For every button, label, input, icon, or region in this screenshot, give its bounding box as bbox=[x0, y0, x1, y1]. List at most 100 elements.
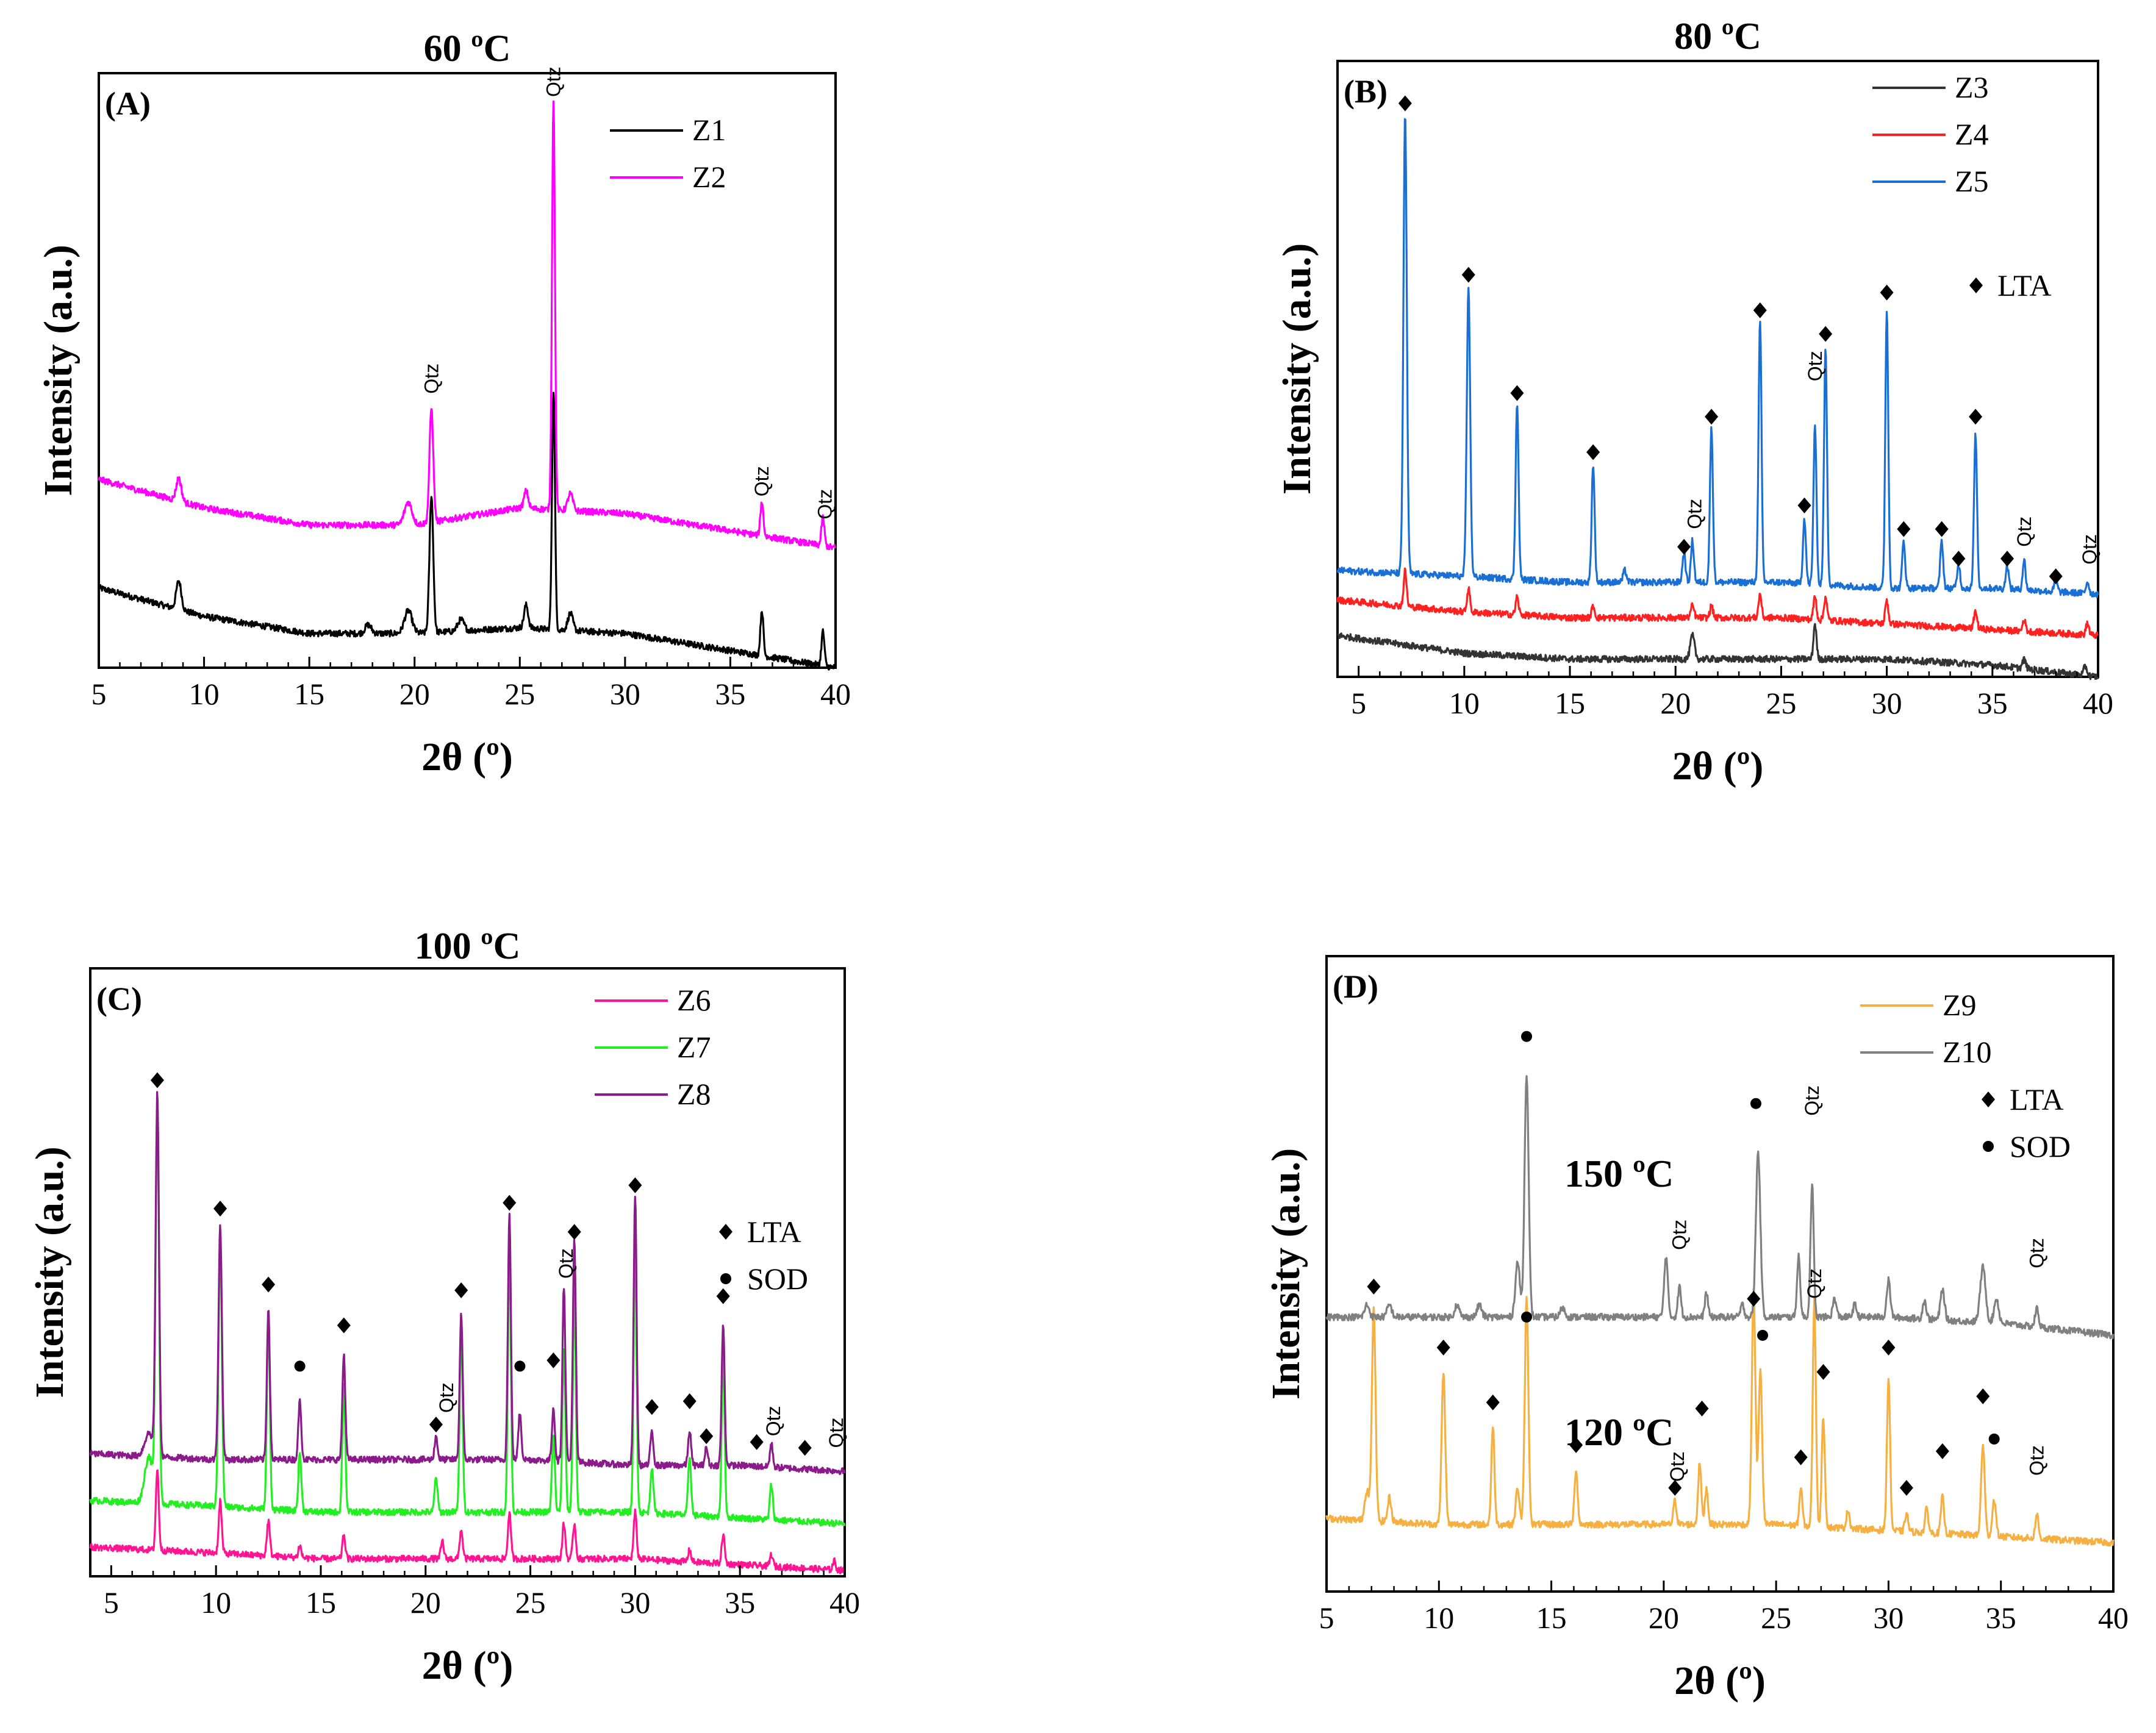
x-tick-label: 30 bbox=[610, 677, 640, 711]
plot-frame bbox=[89, 967, 846, 1578]
x-tick-label: 15 bbox=[294, 677, 324, 711]
lta-marker bbox=[1677, 538, 1691, 555]
x-tick-label: 10 bbox=[201, 1585, 231, 1620]
series-line-Z4 bbox=[1336, 567, 2099, 639]
x-tick-label: 5 bbox=[1351, 686, 1366, 720]
legend-lta-icon bbox=[1982, 1092, 1995, 1107]
x-tick-label: 25 bbox=[1761, 1601, 1791, 1635]
legend-sod-icon bbox=[720, 1273, 731, 1284]
qtz-label: Qtz bbox=[1666, 1451, 1688, 1482]
series-line-Z6 bbox=[89, 1469, 846, 1574]
y-axis-label: Intensity (a.u.) bbox=[1275, 243, 1319, 495]
lta-marker bbox=[1668, 1479, 1682, 1496]
panel-C: 5 10 15 20 25 30 35 40 2θ (º) Intensity (a.u.) 100… bbox=[27, 926, 860, 1688]
lta-marker bbox=[682, 1393, 697, 1409]
lta-marker bbox=[1753, 302, 1767, 318]
lta-marker bbox=[1510, 385, 1524, 401]
panel-B: 5 10 15 20 25 30 35 40 2θ (º) Intensity (a.u.) 80 … bbox=[1275, 16, 2113, 788]
series-line-Z1 bbox=[98, 391, 836, 671]
x-tick-label: 15 bbox=[1536, 1601, 1567, 1635]
legend-label-Z10: Z10 bbox=[1943, 1035, 1992, 1069]
y-axis-label: Intensity (a.u.) bbox=[36, 245, 81, 496]
legend-label-LTA: LTA bbox=[2010, 1082, 2064, 1117]
chart-title: 60 ºC bbox=[424, 28, 511, 70]
qtz-label: Qtz bbox=[1801, 1085, 1823, 1116]
qtz-label: Qtz bbox=[543, 66, 565, 97]
y-axis-label: Intensity (a.u.) bbox=[1264, 1148, 1308, 1400]
x-tick-label: 10 bbox=[189, 677, 220, 711]
plot-frame bbox=[98, 72, 837, 669]
qtz-label: Qtz bbox=[555, 1248, 577, 1279]
x-axis-label: 2θ (º) bbox=[422, 1643, 514, 1688]
lta-marker bbox=[1976, 1388, 1990, 1404]
lta-marker bbox=[1897, 521, 1911, 537]
x-axis-label: 2θ (º) bbox=[1672, 744, 1764, 788]
series-line-Z3 bbox=[1337, 623, 2099, 681]
panel-label: (B) bbox=[1344, 73, 1388, 110]
x-tick-label: 40 bbox=[829, 1585, 860, 1620]
legend-label-Z1: Z1 bbox=[692, 113, 726, 147]
panel-A: 5 10 15 20 25 30 35 40 2θ (º) Intensity (a.u.) 60 … bbox=[36, 28, 851, 779]
legend-label-Z3: Z3 bbox=[1955, 70, 1989, 104]
legend-label-LTA: LTA bbox=[747, 1215, 801, 1249]
lta-marker bbox=[798, 1440, 812, 1456]
x-tick-label: 20 bbox=[399, 677, 430, 711]
lta-marker bbox=[503, 1195, 517, 1211]
lta-marker bbox=[1436, 1339, 1450, 1356]
lta-marker bbox=[1797, 497, 1811, 513]
x-tick-label: 40 bbox=[820, 677, 851, 711]
lta-marker bbox=[454, 1282, 468, 1299]
qtz-label: Qtz bbox=[2026, 1238, 2048, 1268]
lta-marker bbox=[750, 1434, 764, 1450]
x-tick-label: 15 bbox=[306, 1585, 336, 1620]
legend-label-SOD: SOD bbox=[2010, 1129, 2071, 1163]
sod-marker bbox=[1757, 1329, 1769, 1341]
legend-label-Z8: Z8 bbox=[677, 1077, 711, 1111]
x-tick-label: 25 bbox=[515, 1585, 546, 1620]
plot-frame bbox=[1325, 955, 2115, 1593]
qtz-label: Qtz bbox=[2013, 516, 2035, 547]
lta-marker bbox=[262, 1276, 276, 1293]
qtz-label: Qtz bbox=[435, 1382, 457, 1413]
sod-marker bbox=[1988, 1433, 2000, 1445]
x-tick-label: 30 bbox=[620, 1585, 650, 1620]
chart-title: 80 ºC bbox=[1674, 16, 1761, 57]
x-tick-label: 40 bbox=[2083, 686, 2113, 720]
lta-marker bbox=[213, 1201, 227, 1217]
series-line-Z10 bbox=[1325, 1075, 2115, 1340]
series-line-Z5 bbox=[1336, 118, 2099, 598]
lta-marker bbox=[1935, 521, 1949, 537]
lta-marker bbox=[150, 1072, 164, 1088]
legend-lta-icon bbox=[719, 1224, 732, 1240]
lta-marker bbox=[628, 1177, 642, 1193]
panel-label: (C) bbox=[96, 981, 142, 1017]
lta-marker bbox=[1952, 551, 1966, 567]
chart-title: 100 ºC bbox=[415, 926, 521, 967]
series-line-Z7 bbox=[89, 1106, 846, 1528]
series-line-Z9 bbox=[1325, 1288, 2115, 1547]
qtz-label: Qtz bbox=[420, 363, 442, 394]
lta-marker bbox=[2049, 568, 2063, 585]
sod-marker bbox=[1521, 1311, 1533, 1323]
sod-marker bbox=[294, 1360, 306, 1372]
panel-label: (A) bbox=[105, 85, 151, 122]
lta-marker bbox=[1935, 1443, 1949, 1459]
x-tick-label: 25 bbox=[1766, 686, 1796, 720]
lta-marker bbox=[1461, 266, 1475, 283]
x-tick-label: 35 bbox=[725, 1585, 755, 1620]
lta-marker bbox=[1569, 1437, 1583, 1453]
lta-marker bbox=[567, 1224, 581, 1240]
qtz-label: Qtz bbox=[1804, 351, 1826, 381]
x-tick-label: 15 bbox=[1555, 686, 1585, 720]
legend-label-SOD: SOD bbox=[747, 1262, 808, 1296]
series-line-Z8 bbox=[89, 1091, 846, 1475]
x-tick-label: 5 bbox=[1319, 1601, 1334, 1635]
qtz-label: Qtz bbox=[1669, 1220, 1691, 1250]
lta-marker bbox=[1899, 1479, 1913, 1496]
x-tick-label: 30 bbox=[1872, 686, 1902, 720]
x-tick-label: 35 bbox=[715, 677, 745, 711]
qtz-label: Qtz bbox=[762, 1406, 784, 1437]
qtz-label: Qtz bbox=[1683, 499, 1705, 529]
x-tick-label: 25 bbox=[504, 677, 535, 711]
qtz-label: Qtz bbox=[2026, 1445, 2048, 1476]
